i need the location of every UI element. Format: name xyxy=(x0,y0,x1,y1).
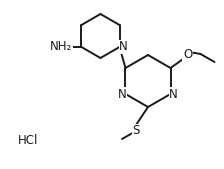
Text: N: N xyxy=(119,41,128,54)
Text: N: N xyxy=(169,88,178,101)
Text: O: O xyxy=(183,47,192,61)
Text: NH₂: NH₂ xyxy=(50,41,73,54)
Text: HCl: HCl xyxy=(18,135,38,148)
Text: N: N xyxy=(118,88,127,101)
Text: S: S xyxy=(132,125,140,138)
